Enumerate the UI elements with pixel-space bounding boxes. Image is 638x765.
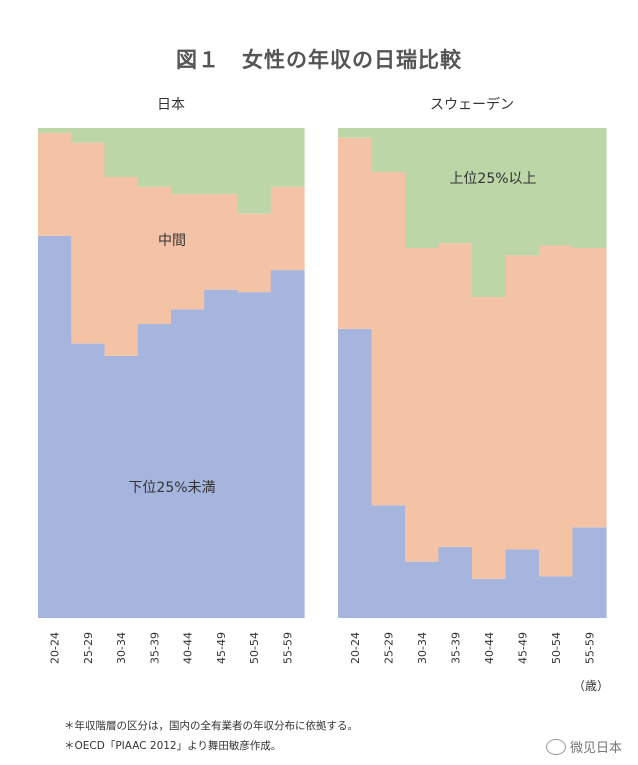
bar-segment	[539, 576, 574, 618]
watermark-text: 微见日本	[569, 741, 622, 756]
bar-segment	[237, 128, 272, 214]
bar-segment	[472, 578, 507, 618]
bar-segment	[270, 270, 305, 618]
panel-title: 日本	[157, 97, 185, 113]
bar-segment	[171, 128, 205, 195]
bar-segment	[71, 128, 106, 143]
tick-label: 20-24	[349, 632, 362, 664]
bar-segment	[438, 546, 473, 618]
bar-segment	[137, 324, 172, 618]
bar-segment	[137, 186, 172, 324]
panel-0: 日本 20-24 25-29 30-34 35-39 40-44 45-49 50-54 55-…	[38, 97, 305, 664]
unit-label: （歳）	[573, 679, 609, 693]
bar-segment	[572, 527, 607, 618]
bar-segment	[539, 245, 574, 577]
bar-segment	[472, 297, 507, 579]
bar-segment	[38, 235, 72, 619]
bar-segment	[371, 172, 406, 506]
tick-label: 50-54	[550, 632, 563, 664]
bar-segment	[438, 128, 473, 244]
tick-label: 45-49	[516, 632, 529, 664]
bar-segment	[204, 289, 239, 618]
bar-segment	[405, 248, 440, 562]
bar-segment	[572, 128, 607, 249]
bar-segment	[405, 561, 440, 618]
tick-label: 25-29	[382, 632, 395, 664]
region-label: 下位25%未満	[128, 480, 215, 496]
region-label: 上位25%以上	[449, 171, 536, 187]
bar-segment	[405, 128, 440, 249]
chart-title: 図１ 女性の年収の日瑞比較	[176, 48, 462, 72]
tick-label: 30-34	[416, 632, 429, 664]
bar-segment	[104, 355, 139, 618]
panel-title: スウェーデン	[430, 96, 514, 113]
chart-canvas: 日本 20-24 25-29 30-34 35-39 40-44 45-49 50-54 55-…	[38, 96, 609, 693]
bar-segment	[371, 128, 406, 173]
bar-segment	[71, 142, 106, 344]
bar-segment	[505, 549, 540, 618]
bar-segment	[237, 213, 272, 293]
bar-segment	[104, 177, 139, 356]
bar-segment	[104, 128, 139, 177]
bar-segment	[38, 128, 72, 133]
bar-segment	[270, 128, 305, 187]
bar-segment	[237, 292, 272, 618]
watermark: 微见日本	[545, 737, 622, 756]
bar-segment	[438, 243, 473, 547]
region-label: 中間	[158, 233, 186, 249]
bar-segment	[338, 328, 373, 618]
panel-1: スウェーデン 20-24 25-29 30-34 35-39 40-44 45-49 50-5…	[338, 96, 607, 664]
bar-segment	[270, 186, 305, 271]
footnotes: ＊年収階層の区分は，国内の全有業者の年収分布に依拠する。 ＊OECD「PIAAC…	[64, 716, 358, 756]
bar-segment	[71, 343, 106, 618]
bar-segment	[505, 255, 540, 550]
footnote: ＊OECD「PIAAC 2012」より舞田敏彦作成。	[64, 740, 282, 752]
bar-segment	[171, 194, 205, 310]
tick-label: 20-24	[49, 632, 62, 664]
bar-segment	[204, 128, 239, 195]
bar-segment	[137, 128, 172, 187]
tick-label: 55-59	[583, 632, 596, 664]
tick-label: 45-49	[215, 632, 228, 664]
bar-segment	[338, 137, 373, 329]
footnote: ＊年収階層の区分は，国内の全有業者の年収分布に依拠する。	[64, 720, 358, 732]
bar-segment	[472, 128, 507, 298]
bar-segment	[371, 505, 406, 618]
tick-label: 55-59	[281, 632, 294, 664]
bar-segment	[38, 132, 72, 236]
tick-label: 35-39	[449, 632, 462, 664]
bar-segment	[338, 128, 373, 138]
tick-label: 50-54	[248, 632, 261, 664]
bar-segment	[539, 128, 574, 246]
tick-label: 40-44	[483, 632, 496, 664]
bar-segment	[204, 194, 239, 290]
wechat-icon	[545, 738, 566, 755]
bar-segment	[505, 128, 540, 256]
bar-segment	[572, 248, 607, 528]
bar-segment	[171, 309, 205, 618]
tick-label: 40-44	[182, 632, 195, 664]
tick-label: 25-29	[82, 632, 95, 664]
tick-label: 30-34	[115, 632, 128, 664]
tick-label: 35-39	[148, 632, 161, 664]
